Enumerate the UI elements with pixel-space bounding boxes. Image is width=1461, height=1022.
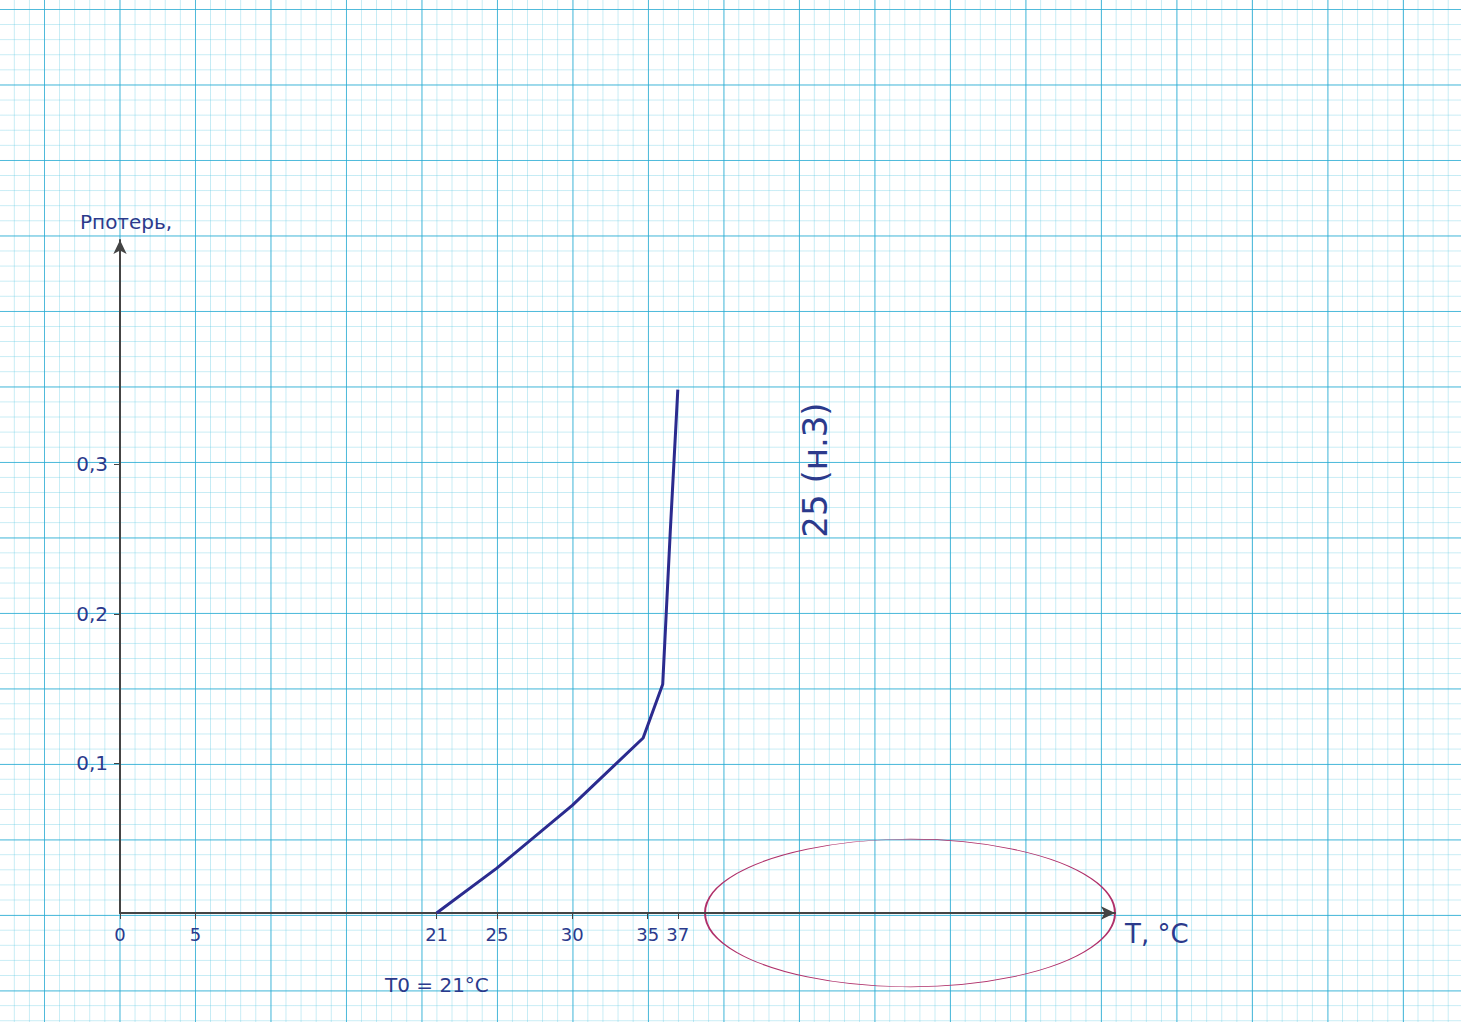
- svg-text:25 (н.3): 25 (н.3): [795, 402, 835, 537]
- svg-text:0,1: 0,1: [76, 751, 108, 775]
- svg-text:T0 = 21°C: T0 = 21°C: [384, 973, 489, 997]
- svg-text:Pпотерь,: Pпотерь,: [80, 210, 172, 234]
- svg-text:25: 25: [485, 924, 508, 945]
- svg-text:35: 35: [636, 924, 659, 945]
- svg-text:21: 21: [425, 924, 448, 945]
- svg-text:T, °C: T, °C: [1124, 919, 1189, 949]
- svg-text:37: 37: [666, 924, 689, 945]
- svg-text:5: 5: [190, 924, 201, 945]
- svg-text:30: 30: [561, 924, 584, 945]
- svg-text:0,2: 0,2: [76, 602, 108, 626]
- svg-text:0: 0: [114, 924, 125, 945]
- svg-text:0,3: 0,3: [76, 452, 108, 476]
